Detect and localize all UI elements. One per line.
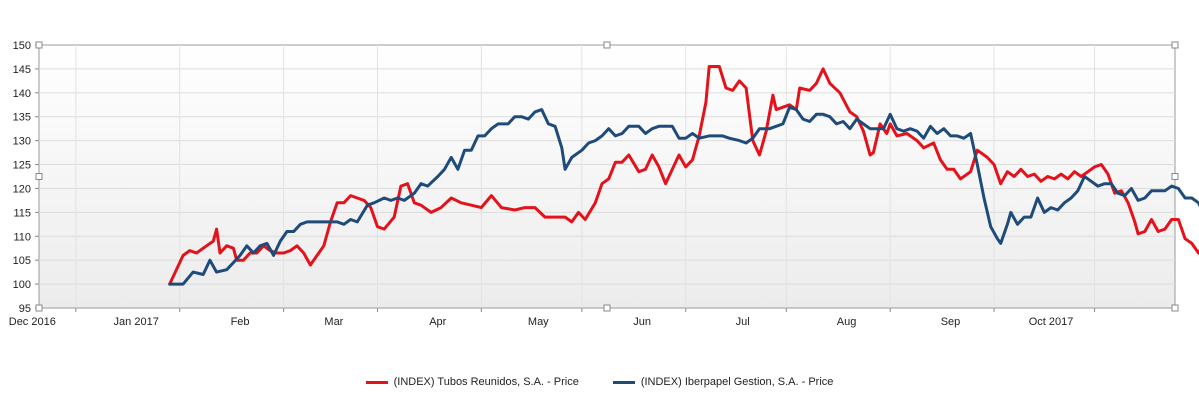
y-axis-labels: 95 100 105 110 115 120 125 130 135 140 145 150 [13,40,31,315]
legend-swatch-iberpapel [612,380,635,384]
y-tick-label: 145 [13,64,31,76]
series-line-iberpapel [168,105,1199,286]
x-tick-label: Jun [633,316,651,328]
legend-label-iberpapel: (INDEX) Iberpapel Gestion, S.A. - Price [640,376,834,388]
y-tick-label: 105 [13,255,31,267]
legend-item-tubos[interactable]: (INDEX) Tubos Reunidos, S.A. - Price [365,376,579,388]
resize-handle[interactable] [1171,173,1179,180]
y-tick-label: 95 [19,303,31,315]
legend-swatch-tubos [365,380,388,384]
x-tick-label: Dec 2016 [9,316,56,328]
x-tick-label: Mar [324,316,343,328]
y-tick-label: 135 [13,112,31,124]
y-tick-label: 115 [13,207,31,219]
plot-area [38,44,1176,309]
resize-handle[interactable] [603,41,611,49]
series-lines [168,65,1199,286]
resize-handle[interactable] [35,41,43,49]
x-tick-label: Feb [231,316,250,328]
x-tick-label: Jul [736,316,750,328]
y-tick-label: 100 [13,279,31,291]
gridlines [35,44,1175,312]
x-axis-labels: Dec 2016 Jan 2017 Feb Mar Apr May Jun Jul Aug Sep… [9,316,1074,328]
x-tick-label: Jan 2017 [114,316,159,328]
series-line-tubos [168,65,1199,286]
y-tick-label: 125 [13,160,31,172]
x-tick-label: Aug [837,316,857,328]
legend-item-iberpapel[interactable]: (INDEX) Iberpapel Gestion, S.A. - Price [612,376,834,388]
y-tick-label: 110 [13,231,31,243]
x-tick-label: Apr [429,316,446,328]
x-tick-label: Sep [941,316,961,328]
resize-handle[interactable] [1171,41,1179,49]
resize-handles[interactable] [35,41,1179,312]
y-tick-label: 140 [13,88,31,100]
resize-handle[interactable] [35,304,43,312]
y-tick-label: 130 [13,136,31,148]
legend-label-tubos: (INDEX) Tubos Reunidos, S.A. - Price [393,376,579,388]
resize-handle[interactable] [1171,304,1179,312]
y-tick-label: 120 [13,183,31,195]
x-tick-label: Oct 2017 [1029,316,1074,328]
x-tick-label: May [528,316,549,328]
resize-handle[interactable] [35,173,43,180]
y-tick-label: 150 [13,40,31,52]
legend: (INDEX) Tubos Reunidos, S.A. - Price (IN… [0,376,1199,388]
resize-handle[interactable] [603,304,611,312]
